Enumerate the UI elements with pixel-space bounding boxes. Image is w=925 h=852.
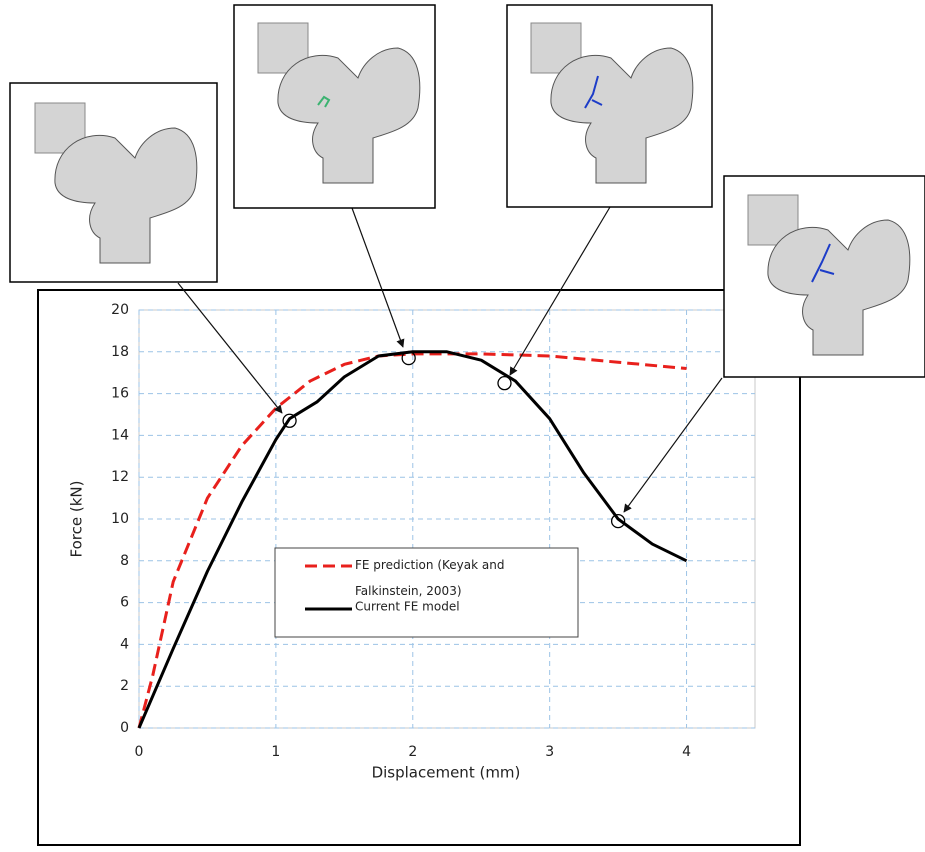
x-tick-label: 1: [271, 744, 280, 760]
y-axis-title: Force (kN): [68, 481, 86, 558]
arrow: [177, 282, 283, 414]
arrow: [351, 207, 405, 348]
y-tick-label: 14: [111, 427, 129, 443]
y-tick-label: 8: [120, 553, 129, 569]
point-marker: [401, 350, 416, 366]
y-tick-label: 0: [120, 720, 129, 736]
y-tick-label: 2: [120, 678, 129, 694]
series-line: [137, 350, 688, 729]
arrow: [509, 206, 611, 376]
y-tick-label: 12: [111, 469, 129, 485]
insets: [9, 4, 925, 513]
y-tick-label: 20: [111, 302, 129, 318]
x-tick-label: 0: [135, 744, 144, 760]
legend-box: [274, 547, 579, 638]
series-line: [137, 352, 687, 729]
point-marker: [282, 413, 297, 428]
y-tick-label: 4: [120, 636, 129, 652]
y-tick-label: 6: [120, 595, 129, 611]
point-marker: [497, 375, 512, 391]
y-tick-label: 10: [111, 511, 129, 527]
legend-label: FE prediction (Keyak and Falkinstein, 20…: [355, 558, 505, 598]
arrow: [623, 377, 723, 513]
y-tick-label: 18: [111, 344, 129, 360]
point-marker: [610, 513, 626, 529]
x-tick-label: 4: [682, 744, 691, 760]
legend-label: Current FE model: [355, 600, 460, 614]
x-axis-title: Displacement (mm): [372, 764, 521, 782]
legend-entry: FE prediction (Keyak and Falkinstein, 20…: [355, 558, 505, 598]
y-tick-label: 16: [111, 386, 129, 402]
x-tick-label: 2: [408, 744, 417, 760]
x-tick-label: 3: [545, 744, 554, 760]
